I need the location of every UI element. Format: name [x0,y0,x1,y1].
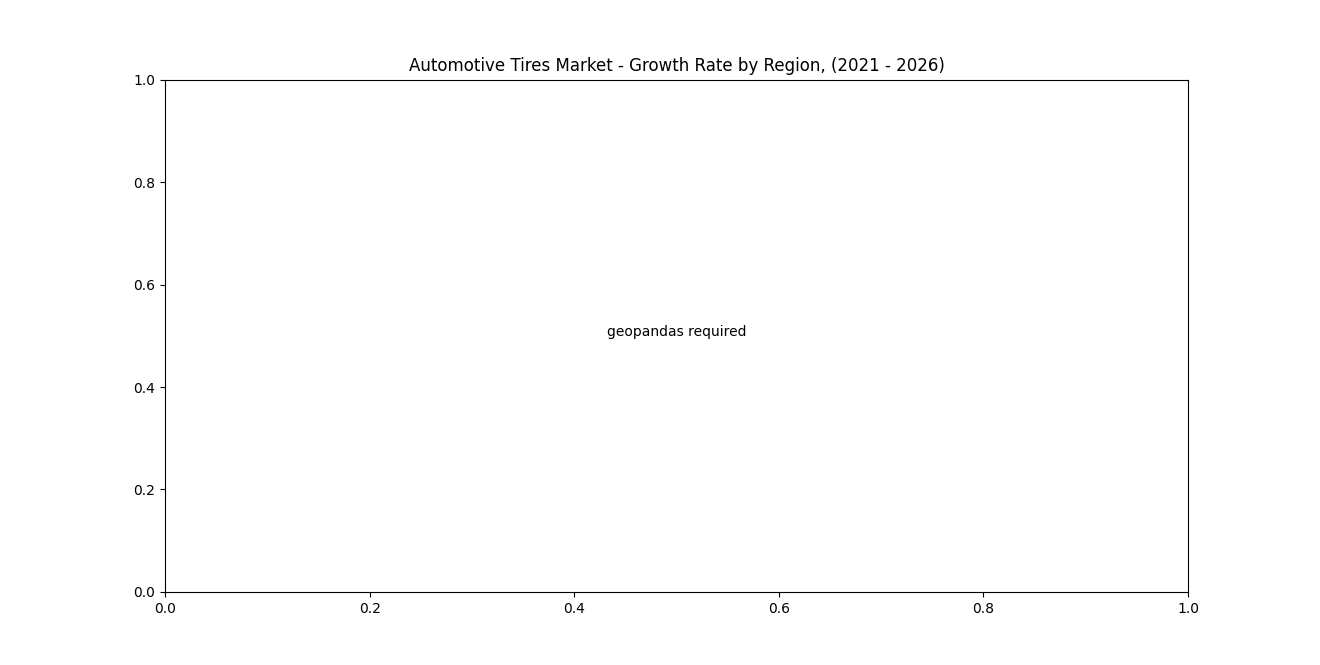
Text: geopandas required: geopandas required [607,325,746,339]
Title: Automotive Tires Market - Growth Rate by Region, (2021 - 2026): Automotive Tires Market - Growth Rate by… [409,57,944,75]
